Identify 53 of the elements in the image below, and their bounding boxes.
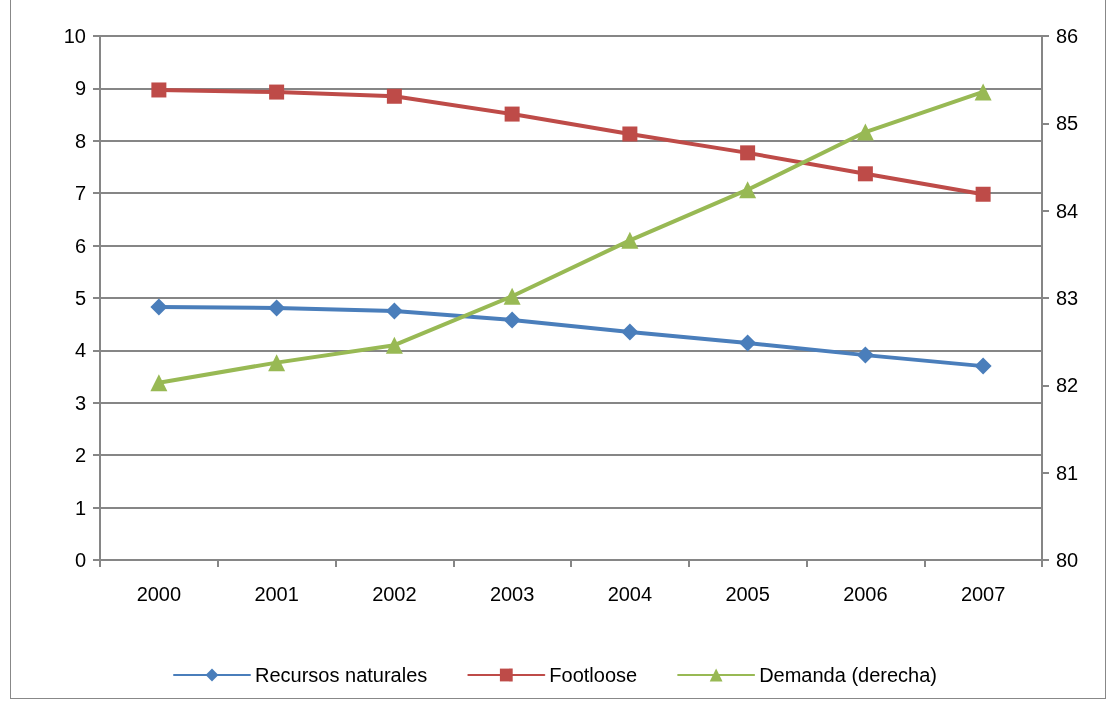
- y2-tick-label: 82: [1056, 374, 1079, 397]
- point: [974, 357, 992, 375]
- y2-tick-label: 84: [1056, 199, 1079, 222]
- y-tick-label: 3: [74, 391, 86, 414]
- point: [740, 145, 756, 161]
- point: [856, 346, 874, 364]
- point: [268, 354, 286, 372]
- point: [857, 166, 873, 182]
- point: [503, 311, 521, 329]
- y2-tick-label: 86: [1056, 25, 1079, 47]
- point: [504, 106, 520, 122]
- x-tick-label: 2004: [607, 583, 653, 605]
- legend-label: Demanda (derecha): [759, 664, 938, 686]
- x-tick-label: 2005: [725, 583, 770, 605]
- y2-tick-label: 80: [1056, 549, 1079, 571]
- y-tick-label: 4: [74, 339, 86, 362]
- point: [974, 83, 992, 101]
- y2-tick-label: 83: [1056, 287, 1079, 309]
- legend-label: Footloose: [549, 664, 638, 686]
- point: [268, 299, 286, 317]
- point: [385, 302, 403, 320]
- point: [621, 323, 639, 341]
- point: [385, 336, 403, 354]
- y-tick-label: 0: [74, 549, 86, 571]
- point: [503, 287, 521, 305]
- y-tick-label: 9: [74, 77, 86, 100]
- x-tick-label: 2001: [254, 583, 299, 605]
- point: [151, 82, 167, 98]
- point: [386, 88, 402, 104]
- point: [150, 298, 168, 316]
- y-tick-label: 10: [63, 25, 86, 47]
- point: [622, 126, 638, 142]
- point: [739, 181, 757, 199]
- y2-tick-label: 81: [1056, 461, 1079, 484]
- legend-label: Recursos naturales: [255, 664, 428, 686]
- y-tick-label: 7: [74, 182, 86, 205]
- y-tick-label: 6: [74, 234, 86, 257]
- point: [739, 334, 757, 352]
- x-tick-label: 2003: [489, 583, 535, 605]
- y-tick-label: 1: [74, 496, 86, 519]
- y-tick-label: 8: [74, 129, 86, 152]
- x-tick-label: 2006: [843, 583, 888, 605]
- x-tick-label: 2002: [372, 583, 417, 605]
- y2-tick-label: 85: [1056, 112, 1079, 135]
- x-tick-label: 2000: [136, 583, 182, 605]
- point: [856, 123, 874, 141]
- point: [150, 374, 168, 392]
- y-tick-label: 5: [74, 287, 86, 309]
- point: [975, 186, 991, 202]
- point: [269, 84, 285, 100]
- point: [621, 231, 639, 249]
- x-tick-label: 2007: [960, 583, 1006, 605]
- y-tick-label: 2: [74, 444, 86, 467]
